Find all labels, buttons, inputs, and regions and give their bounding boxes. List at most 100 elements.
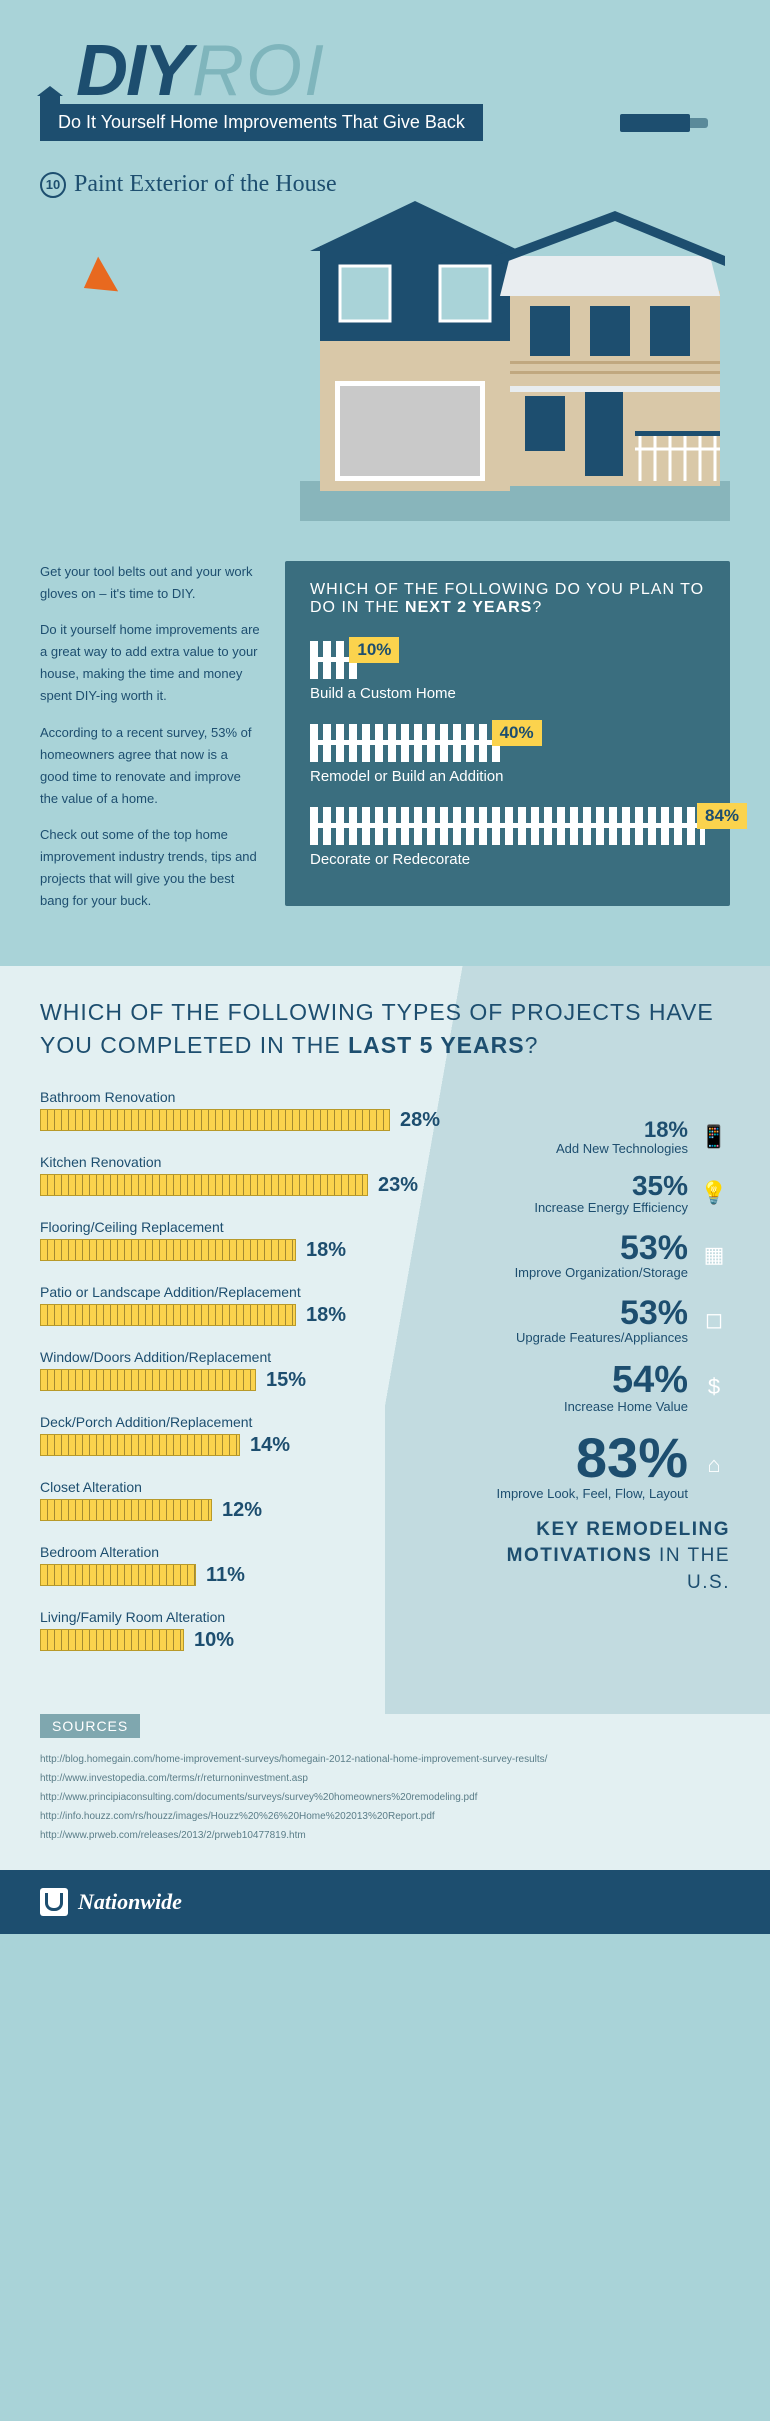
plan-pct: 84% (697, 803, 747, 829)
rulers-column: Bathroom Renovation 28% Kitchen Renovation… (40, 1089, 440, 1674)
intro-p2: Do it yourself home improvements are a g… (40, 619, 260, 707)
ruler-pct: 10% (194, 1629, 234, 1652)
motivation-icon: $ (698, 1371, 730, 1403)
logo-diy: DIY (76, 30, 190, 112)
intro-section: Get your tool belts out and your work gl… (0, 541, 770, 946)
plan-pct: 10% (349, 637, 399, 663)
ruler-label: Deck/Porch Addition/Replacement (40, 1414, 440, 1430)
motivation-label: Add New Technologies (556, 1141, 688, 1156)
plan-item: 84%Decorate or Redecorate (310, 803, 705, 868)
ruler-item: Deck/Porch Addition/Replacement 14% (40, 1414, 440, 1457)
motivation-pct: 35% (534, 1172, 688, 1200)
motivation-label: Increase Home Value (564, 1399, 688, 1414)
intro-p4: Check out some of the top home improveme… (40, 824, 260, 912)
ruler-label: Patio or Landscape Addition/Replacement (40, 1284, 440, 1300)
motivation-item: 54%Increase Home Value $ (470, 1361, 730, 1414)
ruler-label: Bathroom Renovation (40, 1089, 440, 1105)
ruler-item: Bathroom Renovation 28% (40, 1089, 440, 1132)
header: DIY ROI Do It Yourself Home Improvements… (0, 0, 770, 151)
motivation-icon: ◻ (698, 1304, 730, 1336)
ruler-pct: 14% (250, 1434, 290, 1457)
intro-p3: According to a recent survey, 53% of hom… (40, 722, 260, 810)
ruler-pct: 23% (378, 1174, 418, 1197)
item-number: 10 (40, 172, 66, 198)
motivation-label: Increase Energy Efficiency (534, 1200, 688, 1215)
ruler-label: Window/Doors Addition/Replacement (40, 1349, 440, 1365)
fence-bar (310, 807, 705, 845)
ruler-item: Patio or Landscape Addition/Replacement 1… (40, 1284, 440, 1327)
motivation-pct: 53% (516, 1296, 688, 1330)
item-badge: 10 Paint Exterior of the House (40, 171, 337, 198)
ruler-label: Closet Alteration (40, 1479, 440, 1495)
ruler-bar (40, 1239, 296, 1261)
plan-item: 40% Remodel or Build an Addition (310, 720, 705, 785)
ruler-label: Kitchen Renovation (40, 1154, 440, 1170)
source-item: http://www.principiaconsulting.com/docum… (40, 1788, 730, 1807)
motivation-label: Improve Organization/Storage (515, 1265, 688, 1280)
ruler-bar (40, 1369, 256, 1391)
intro-text: Get your tool belts out and your work gl… (40, 561, 260, 926)
sources-list: http://blog.homegain.com/home-improvemen… (40, 1750, 730, 1845)
motivation-pct: 18% (556, 1119, 688, 1141)
source-item: http://www.prweb.com/releases/2013/2/prw… (40, 1826, 730, 1845)
plan-box: WHICH OF THE FOLLOWING DO YOU PLAN TO DO… (285, 561, 730, 906)
ruler-bar (40, 1109, 390, 1131)
motivation-icon: ⌂ (698, 1449, 730, 1481)
ruler-label: Living/Family Room Alteration (40, 1609, 440, 1625)
motivation-item: 18%Add New Technologies 📱 (470, 1119, 730, 1156)
motivation-pct: 53% (515, 1231, 688, 1265)
motivation-pct: 54% (564, 1361, 688, 1399)
ruler-item: Flooring/Ceiling Replacement 18% (40, 1219, 440, 1262)
plan-item: 10%Build a Custom Home (310, 637, 705, 702)
arrow-icon (74, 257, 118, 306)
projects-section: WHICH OF THE FOLLOWING TYPES OF PROJECTS… (0, 966, 770, 1713)
motivations-column: 18%Add New Technologies 📱 35%Increase Ener… (470, 1089, 730, 1674)
plan-label: Decorate or Redecorate (310, 851, 705, 868)
source-item: http://www.investopedia.com/terms/r/retu… (40, 1769, 730, 1788)
tagline-row: Do It Yourself Home Improvements That Gi… (40, 104, 730, 141)
motivation-label: Improve Look, Feel, Flow, Layout (497, 1486, 688, 1501)
ruler-bar (40, 1304, 296, 1326)
ruler-item: Kitchen Renovation 23% (40, 1154, 440, 1197)
ruler-pct: 18% (306, 1304, 346, 1327)
plan-pct: 40% (492, 720, 542, 746)
motivation-label: Upgrade Features/Appliances (516, 1330, 688, 1345)
sources-section: SOURCES http://blog.homegain.com/home-im… (0, 1714, 770, 1870)
ruler-item: Bedroom Alteration 11% (40, 1544, 440, 1587)
motivation-item: 53%Improve Organization/Storage ▦ (470, 1231, 730, 1280)
nationwide-icon (40, 1888, 68, 1916)
motivation-icon: 📱 (698, 1121, 730, 1153)
ruler-label: Bedroom Alteration (40, 1544, 440, 1560)
ruler-pct: 12% (222, 1499, 262, 1522)
ruler-bar (40, 1499, 212, 1521)
fence-bar (310, 724, 500, 762)
logo-roi: ROI (192, 30, 326, 112)
ruler-bar (40, 1564, 196, 1586)
ruler-bar (40, 1629, 184, 1651)
motivations-heading: KEY REMODELING MOTIVATIONS IN THE U.S. (470, 1517, 730, 1597)
ruler-item: Window/Doors Addition/Replacement 15% (40, 1349, 440, 1392)
house-icon (40, 82, 70, 112)
motivation-pct: 83% (497, 1430, 688, 1486)
source-item: http://blog.homegain.com/home-improvemen… (40, 1750, 730, 1769)
ruler-pct: 18% (306, 1239, 346, 1262)
ruler-pct: 28% (400, 1109, 440, 1132)
ruler-bar (40, 1174, 368, 1196)
source-item: http://info.houzz.com/rs/houzz/images/Ho… (40, 1807, 730, 1826)
logo: DIY ROI (40, 30, 730, 112)
ruler-item: Closet Alteration 12% (40, 1479, 440, 1522)
ruler-pct: 15% (266, 1369, 306, 1392)
ruler-label: Flooring/Ceiling Replacement (40, 1219, 440, 1235)
motivation-icon: ▦ (698, 1239, 730, 1271)
hero-section: 10 Paint Exterior of the House (40, 171, 730, 541)
sources-label: SOURCES (40, 1714, 140, 1738)
footer: Nationwide (0, 1870, 770, 1934)
motivation-icon: 💡 (698, 1177, 730, 1209)
plan-label: Remodel or Build an Addition (310, 768, 705, 785)
motivation-item: 35%Increase Energy Efficiency 💡 (470, 1172, 730, 1215)
intro-p1: Get your tool belts out and your work gl… (40, 561, 260, 605)
ruler-pct: 11% (206, 1564, 245, 1587)
ruler-item: Living/Family Room Alteration 10% (40, 1609, 440, 1652)
item-title: Paint Exterior of the House (74, 171, 337, 198)
plan-title: WHICH OF THE FOLLOWING DO YOU PLAN TO DO… (310, 581, 705, 617)
